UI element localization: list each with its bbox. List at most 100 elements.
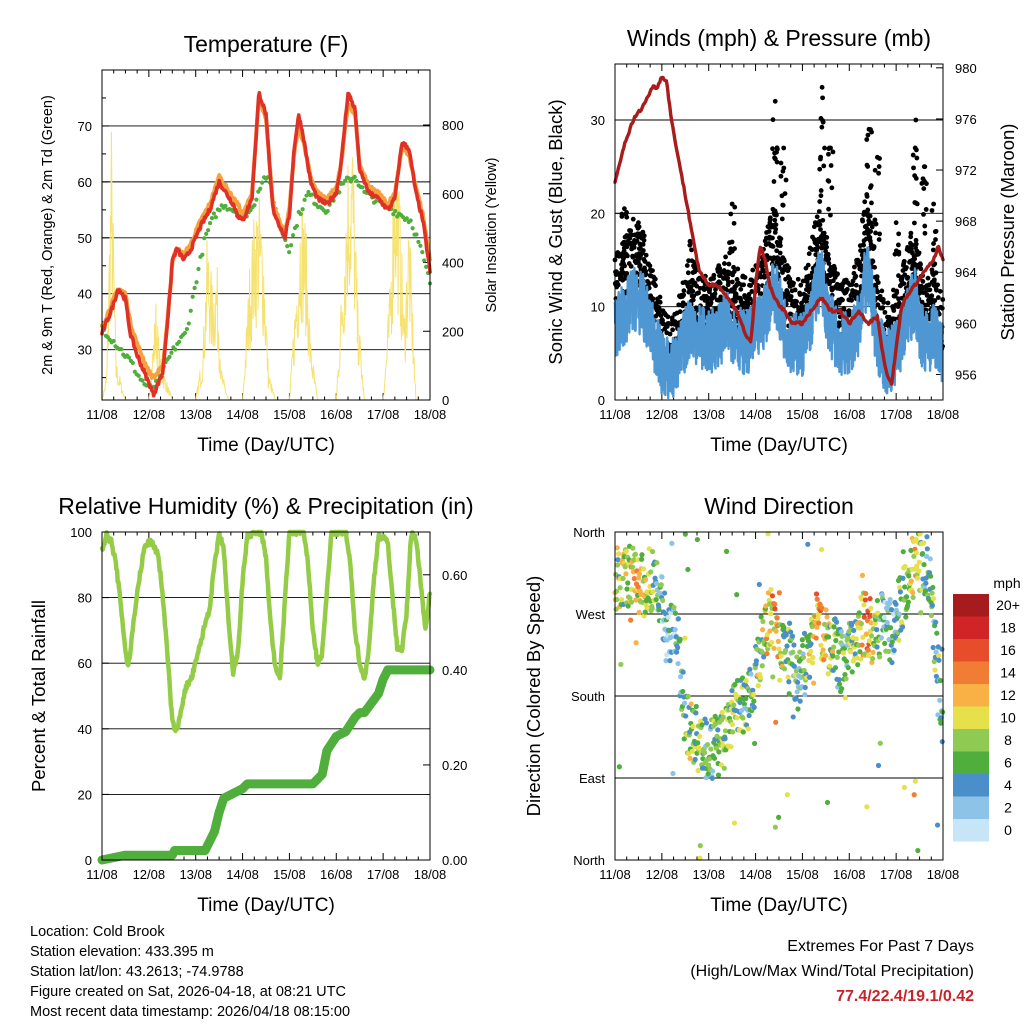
direction-point (861, 602, 867, 608)
direction-point (771, 645, 777, 651)
direction-point (802, 684, 808, 691)
direction-point (759, 663, 765, 669)
direction-point (734, 715, 740, 721)
humidity-xtick-label: 14/08 (226, 867, 259, 882)
gust-point (767, 220, 773, 226)
gust-point (746, 292, 752, 297)
direction-xlabel: Time (Day/UTC) (710, 895, 848, 916)
gust-point (818, 227, 823, 232)
extremes-title: Extremes For Past 7 Days (787, 938, 974, 955)
gust-point (817, 222, 823, 228)
direction-point (616, 764, 622, 770)
gust-point (621, 255, 627, 261)
direction-point (682, 531, 688, 537)
direction-point (773, 719, 779, 725)
temperature-xtick-label: 15/08 (273, 407, 306, 422)
direction-point (639, 556, 645, 562)
direction-point (734, 592, 740, 598)
gust-point (922, 230, 928, 236)
direction-point (858, 621, 864, 627)
gust-point (726, 261, 732, 267)
created-text: Figure created on Sat, 2026-04-18, at 08… (30, 984, 346, 1000)
direction-point (696, 733, 703, 739)
extremes-values: 77.4/22.4/19.1/0.42 (836, 988, 974, 1005)
direction-xtick-label: 11/08 (599, 867, 631, 882)
direction-point (769, 593, 776, 599)
direction-point (697, 855, 703, 861)
direction-point (933, 619, 939, 625)
gust-point (876, 237, 882, 242)
direction-point (824, 799, 831, 806)
dewpoint-point (196, 266, 201, 272)
direction-point (692, 756, 698, 763)
gust-point (641, 233, 647, 239)
gust-point (820, 95, 826, 101)
gust-point (932, 229, 938, 235)
direction-point (788, 629, 794, 635)
gust-point (773, 222, 779, 228)
direction-point (631, 557, 637, 563)
gust-point (830, 149, 836, 155)
direction-point (767, 628, 773, 634)
gust-point (853, 273, 859, 279)
gust-point (774, 212, 779, 218)
gust-point (767, 215, 773, 221)
direction-ytick-label: East (579, 771, 605, 786)
gust-point (688, 284, 694, 289)
direction-point (764, 651, 770, 657)
gust-point (925, 275, 931, 281)
gust-point (864, 192, 870, 197)
direction-point (893, 601, 899, 607)
direction-point (849, 669, 855, 675)
dewpoint-point (302, 197, 307, 202)
direction-xtick-label: 14/08 (739, 867, 772, 882)
gust-point (826, 178, 832, 184)
gust-point (653, 283, 658, 289)
gust-peak-point (729, 201, 735, 207)
gust-point (922, 223, 928, 229)
direction-point (864, 804, 870, 810)
direction-point (640, 566, 647, 572)
gust-point (750, 267, 756, 273)
direction-point (785, 674, 791, 680)
direction-point (853, 636, 859, 642)
rh-line (99, 529, 433, 734)
dewpoint-point (348, 179, 353, 184)
dewpoint-point (414, 232, 419, 237)
direction-point (775, 638, 781, 644)
gust-point (901, 259, 907, 264)
dewpoint-point (207, 221, 213, 226)
direction-point (776, 814, 782, 820)
direction-point (830, 653, 836, 659)
gust-peak-point (866, 126, 872, 132)
gust-peak-point (819, 84, 825, 90)
gust-point (745, 302, 751, 308)
gust-point (797, 292, 803, 297)
temperature-title: Temperature (F) (184, 31, 349, 57)
direction-point (649, 606, 655, 612)
gust-point (731, 264, 736, 270)
gust-point (894, 290, 900, 296)
direction-point (905, 599, 911, 605)
dewpoint-point (252, 203, 257, 208)
direction-point (778, 653, 784, 659)
speed-legend-title: mph (993, 575, 1020, 591)
temperature-ytick-label: 50 (78, 231, 92, 246)
gust-point (918, 266, 924, 272)
direction-point (840, 650, 847, 656)
direction-point (936, 657, 942, 663)
gust-point (667, 331, 673, 337)
gust-point (939, 305, 945, 311)
gust-point (875, 302, 881, 308)
winds-y2tick-label: 972 (955, 163, 977, 178)
direction-point (852, 651, 858, 657)
direction-point (776, 646, 782, 652)
direction-point (628, 617, 634, 623)
direction-point (772, 824, 778, 830)
direction-point (620, 575, 626, 581)
direction-point (750, 691, 757, 698)
gust-point (917, 290, 923, 296)
speed-legend-swatch (953, 661, 989, 684)
gust-point (781, 165, 787, 171)
winds-ytick-label: 0 (598, 393, 605, 408)
